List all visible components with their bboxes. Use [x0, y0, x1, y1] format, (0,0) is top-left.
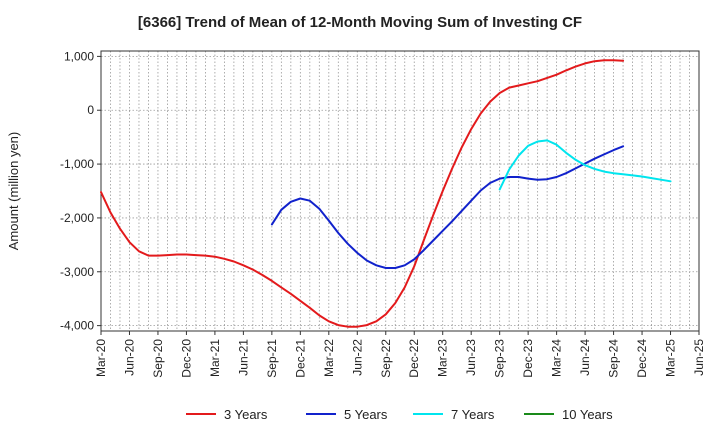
plot-series [100, 59, 672, 328]
legend-label-5-years: 5 Years [344, 407, 388, 422]
x-tick-label: Mar-22 [322, 339, 336, 377]
y-axis-label: Amount (million yen) [6, 132, 21, 251]
legend-label-7-years: 7 Years [451, 407, 495, 422]
x-tick-label: Jun-20 [122, 339, 136, 376]
x-tick-label: Dec-23 [521, 339, 535, 378]
x-tick-label: Dec-20 [179, 339, 193, 378]
x-tick-label: Jun-24 [578, 339, 592, 376]
x-tick-label: Sep-24 [607, 339, 621, 378]
x-tick-label: Jun-23 [464, 339, 478, 376]
x-tick-label: Dec-21 [293, 339, 307, 378]
x-tick-label: Mar-21 [208, 339, 222, 377]
x-tick-label: Sep-22 [379, 339, 393, 378]
series-line-3-years [100, 59, 625, 328]
y-tick-labels: 1,000 0 -1,000 -2,000 -3,000 -4,000 [60, 49, 101, 333]
x-tick-label: Mar-23 [436, 339, 450, 377]
series-line-7-years [498, 139, 672, 191]
y-tick-label: -1,000 [60, 157, 94, 171]
y-tick-label: -4,000 [60, 319, 94, 333]
plot-frame [100, 50, 700, 332]
x-tick-label: Dec-24 [635, 339, 649, 378]
series-line-5-years [270, 145, 625, 269]
x-tick-label: Mar-20 [94, 339, 108, 377]
chart-title: [6366] Trend of Mean of 12-Month Moving … [137, 14, 583, 31]
legend: 3 Years 5 Years 7 Years 10 Years [186, 407, 613, 422]
axes [100, 50, 700, 332]
x-tick-label: Jun-21 [236, 339, 250, 376]
x-tick-label: Mar-25 [664, 339, 678, 377]
x-tick-label: Dec-22 [407, 339, 421, 378]
y-tick-label: -3,000 [60, 265, 94, 279]
x-tick-label: Sep-21 [265, 339, 279, 378]
grid-lines [100, 51, 700, 331]
x-tick-label: Sep-23 [493, 339, 507, 378]
y-tick-label: 0 [87, 103, 94, 117]
x-tick-label: Jun-22 [350, 339, 364, 376]
legend-label-3-years: 3 Years [224, 407, 268, 422]
y-tick-label: -2,000 [60, 211, 94, 225]
x-tick-labels: Mar-20 Jun-20 Sep-20 Dec-20 Mar-21 Jun-21 Sep-… [94, 331, 706, 378]
x-tick-label: Mar-24 [550, 339, 564, 377]
x-tick-label: Sep-20 [151, 339, 165, 378]
x-tick-label: Jun-25 [692, 339, 706, 376]
y-tick-label: 1,000 [64, 49, 94, 63]
legend-label-10-years: 10 Years [562, 407, 613, 422]
